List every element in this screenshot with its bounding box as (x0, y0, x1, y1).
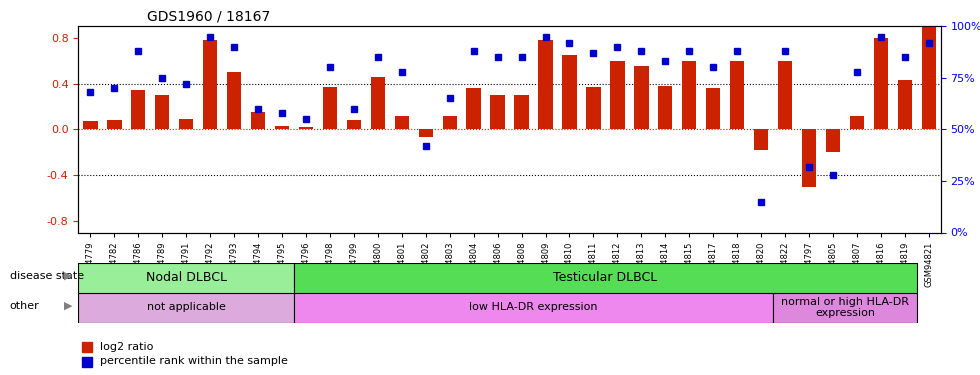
Bar (538, 40, 553, 129)
Bar (586, 87, 601, 129)
Bar (274, 126, 289, 129)
Text: normal or high HLA-DR
expression: normal or high HLA-DR expression (781, 297, 909, 318)
Bar (131, 90, 145, 129)
Bar (874, 38, 888, 129)
Text: log2 ratio: log2 ratio (100, 342, 153, 351)
Bar (778, 61, 792, 129)
Bar (826, 129, 840, 152)
Bar (921, 26, 936, 129)
Bar (322, 87, 337, 129)
Bar (203, 40, 218, 129)
Bar (611, 61, 624, 129)
Bar (395, 116, 409, 129)
Text: Testicular DLBCL: Testicular DLBCL (554, 271, 658, 284)
Text: GDS1960 / 18167: GDS1960 / 18167 (147, 10, 270, 24)
FancyBboxPatch shape (78, 292, 294, 322)
Bar (850, 116, 864, 129)
FancyBboxPatch shape (294, 262, 917, 292)
Bar (659, 86, 672, 129)
Bar (563, 55, 576, 129)
Bar (802, 129, 816, 187)
Bar (466, 88, 481, 129)
Bar (418, 129, 433, 137)
Bar (898, 80, 912, 129)
Text: not applicable: not applicable (147, 303, 225, 312)
Bar (251, 112, 266, 129)
Bar (179, 119, 193, 129)
Bar (299, 127, 314, 129)
Bar (107, 120, 122, 129)
Text: ▶: ▶ (64, 301, 73, 310)
Text: other: other (10, 301, 39, 310)
FancyBboxPatch shape (773, 292, 917, 322)
Bar (370, 76, 385, 129)
Text: percentile rank within the sample: percentile rank within the sample (100, 357, 288, 366)
Bar (83, 122, 98, 129)
Text: low HLA-DR expression: low HLA-DR expression (469, 303, 598, 312)
FancyBboxPatch shape (78, 262, 294, 292)
Bar (227, 72, 241, 129)
Bar (514, 95, 529, 129)
Bar (443, 116, 457, 129)
Bar (706, 88, 720, 129)
Text: disease state: disease state (10, 271, 84, 280)
Bar (754, 129, 768, 150)
Bar (682, 61, 697, 129)
Bar (490, 95, 505, 129)
Bar (634, 66, 649, 129)
FancyBboxPatch shape (294, 292, 773, 322)
Bar (347, 120, 361, 129)
Bar (155, 95, 170, 129)
Bar (730, 61, 745, 129)
Text: ▶: ▶ (64, 271, 73, 280)
Text: Nodal DLBCL: Nodal DLBCL (146, 271, 226, 284)
